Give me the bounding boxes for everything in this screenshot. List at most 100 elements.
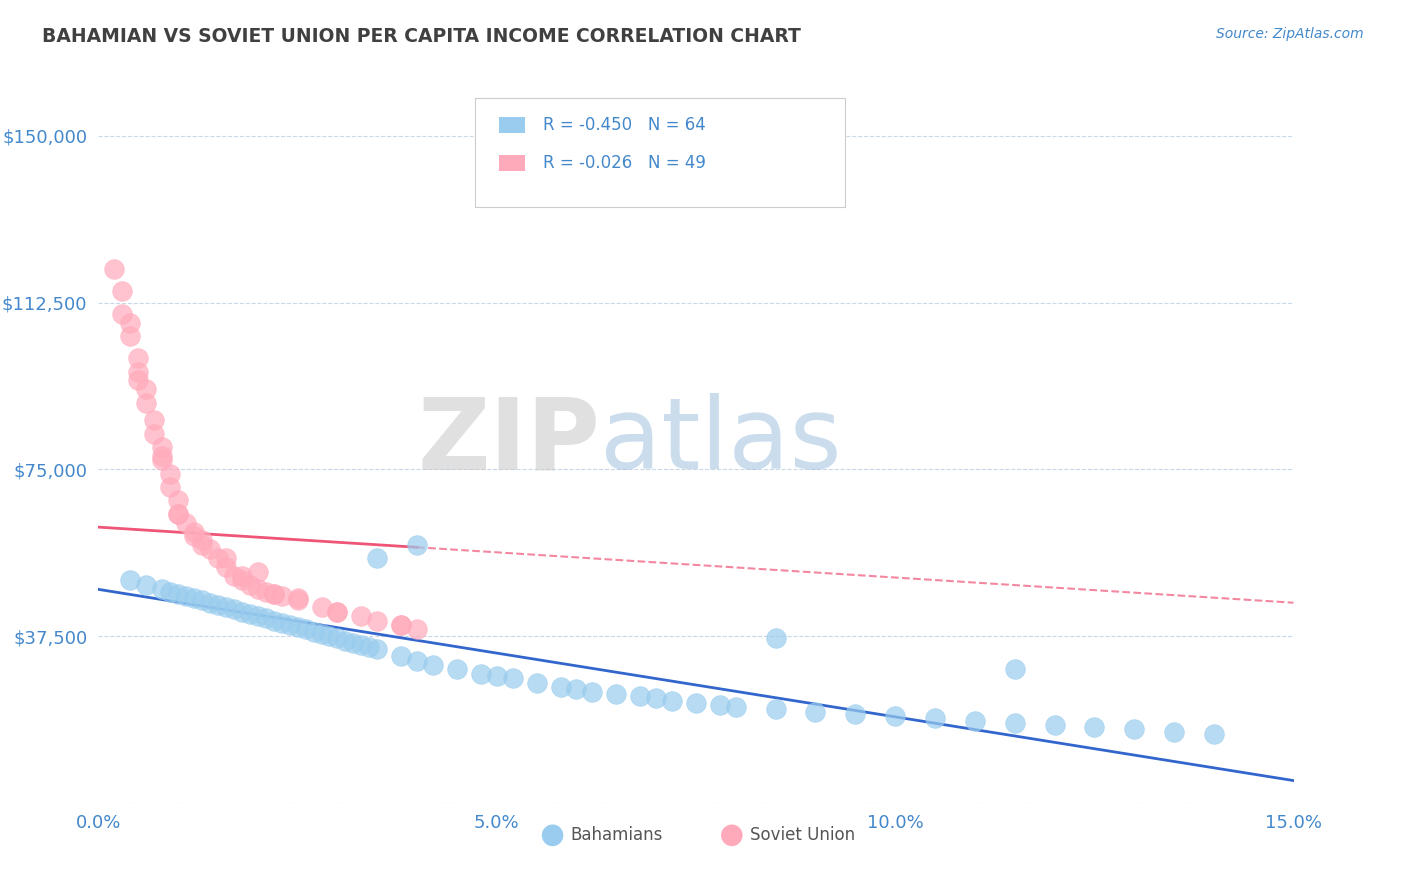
Point — [1123, 723, 1146, 737]
Point — [135, 578, 157, 592]
Point — [389, 649, 412, 664]
Bar — [499, 155, 524, 171]
Point — [470, 666, 492, 681]
Point — [191, 538, 214, 552]
Point — [207, 551, 229, 566]
Point — [174, 516, 197, 530]
Point — [406, 538, 429, 552]
Point — [143, 426, 166, 441]
Point — [581, 684, 603, 698]
Point — [167, 493, 190, 508]
Point — [804, 705, 827, 719]
Point — [127, 351, 149, 366]
Point — [1202, 727, 1225, 741]
Point — [311, 627, 333, 641]
Point — [844, 706, 866, 721]
Point — [239, 607, 262, 621]
Point — [263, 587, 285, 601]
Point — [231, 569, 253, 583]
Point — [120, 316, 142, 330]
Point — [326, 632, 349, 646]
Point — [628, 689, 651, 703]
Point — [342, 636, 364, 650]
Point — [366, 614, 388, 628]
Point — [326, 605, 349, 619]
Point — [359, 640, 381, 655]
Point — [198, 542, 221, 557]
Text: R = -0.026   N = 49: R = -0.026 N = 49 — [543, 154, 706, 172]
Point — [231, 574, 253, 588]
Point — [765, 702, 787, 716]
Point — [270, 615, 292, 630]
Point — [350, 609, 373, 624]
Point — [502, 671, 524, 685]
Point — [191, 533, 214, 548]
Point — [389, 618, 412, 632]
Point — [446, 662, 468, 676]
Point — [685, 696, 707, 710]
Point — [765, 632, 787, 646]
Point — [550, 680, 572, 694]
Text: atlas: atlas — [600, 393, 842, 490]
Point — [127, 364, 149, 378]
Point — [406, 623, 429, 637]
Point — [661, 693, 683, 707]
Point — [485, 669, 508, 683]
Point — [215, 600, 238, 615]
Point — [526, 675, 548, 690]
Point — [127, 373, 149, 387]
Point — [183, 524, 205, 539]
Point — [645, 691, 668, 706]
Point — [222, 602, 245, 616]
Point — [287, 593, 309, 607]
Point — [167, 587, 190, 601]
Point — [709, 698, 731, 712]
Point — [167, 507, 190, 521]
Point — [215, 560, 238, 574]
Point — [406, 653, 429, 667]
Point — [191, 593, 214, 607]
Point — [150, 582, 173, 597]
Point — [120, 574, 142, 588]
Point — [884, 709, 907, 723]
Point — [222, 569, 245, 583]
Point — [302, 624, 325, 639]
Point — [111, 285, 134, 299]
Point — [183, 591, 205, 606]
Text: Soviet Union: Soviet Union — [749, 826, 855, 845]
Point — [215, 551, 238, 566]
Point — [150, 440, 173, 454]
Point — [287, 591, 309, 606]
Point — [120, 329, 142, 343]
Point — [605, 687, 627, 701]
Point — [246, 609, 269, 624]
Point — [135, 395, 157, 409]
Point — [350, 638, 373, 652]
Text: ZIP: ZIP — [418, 393, 600, 490]
Point — [724, 700, 747, 714]
Point — [231, 605, 253, 619]
Ellipse shape — [541, 824, 564, 847]
Point — [366, 642, 388, 657]
Point — [1004, 662, 1026, 676]
Text: Bahamians: Bahamians — [571, 826, 662, 845]
Bar — [499, 117, 524, 133]
Point — [167, 507, 190, 521]
Point — [159, 584, 181, 599]
Point — [207, 598, 229, 612]
Point — [311, 600, 333, 615]
FancyBboxPatch shape — [475, 98, 845, 207]
Point — [143, 413, 166, 427]
Point — [111, 307, 134, 321]
Point — [174, 589, 197, 603]
Point — [150, 449, 173, 463]
Point — [254, 584, 277, 599]
Point — [1004, 715, 1026, 730]
Point — [103, 262, 125, 277]
Point — [254, 611, 277, 625]
Point — [1083, 720, 1105, 734]
Point — [924, 711, 946, 725]
Point — [246, 582, 269, 597]
Point — [389, 618, 412, 632]
Point — [963, 714, 986, 728]
